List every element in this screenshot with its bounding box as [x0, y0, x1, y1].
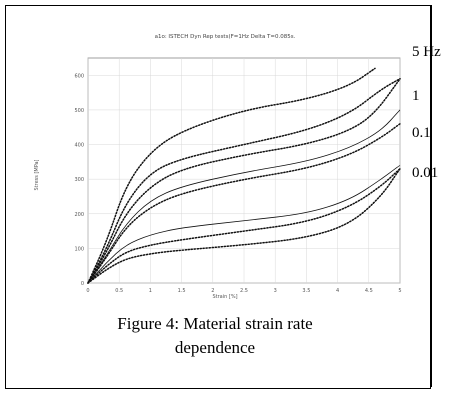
y-axis-label: Stress [MPa] [34, 159, 40, 190]
column-rule [430, 5, 432, 387]
x-tick-label: 2.5 [240, 288, 248, 294]
series-line-8 [87, 168, 401, 284]
series-line-5 [87, 123, 401, 284]
x-tick-label: 3 [274, 288, 277, 294]
caption-line-2: dependence [174, 338, 256, 357]
x-tick-label: 1 [149, 288, 152, 294]
chart-title: a1o: ISTECH Dyn Rep tests(F=1Hz Delta T=… [155, 34, 296, 40]
y-tick-label: 200 [74, 212, 84, 218]
series-lines [87, 67, 401, 284]
series-line-1 [87, 67, 376, 284]
x-tick-label: 5 [398, 288, 401, 294]
frequency-label: 0.01 [412, 165, 438, 181]
figure-frame [5, 5, 431, 389]
series-line-4 [87, 109, 401, 284]
figure-caption: Figure 4: Material strain rate dependenc… [20, 312, 410, 360]
x-tick-label: 4.5 [365, 288, 373, 294]
frequency-label: 1 [412, 88, 420, 104]
x-tick-label: 4 [336, 288, 339, 294]
y-tick-label: 400 [74, 143, 84, 149]
series-line-6 [87, 164, 401, 284]
y-tick-label: 100 [74, 246, 84, 252]
y-tick-label: 500 [74, 108, 84, 114]
series-line-3 [87, 78, 401, 284]
series-line-2 [87, 78, 401, 284]
caption-line-1: Figure 4: Material strain rate [117, 314, 313, 333]
frequency-labels: 5 Hz 1 0.1 0.01 [412, 44, 441, 181]
x-tick-label: 3.5 [302, 288, 310, 294]
x-tick-label: 0 [86, 288, 89, 294]
frequency-label: 0.1 [412, 125, 431, 141]
x-tick-label: 1.5 [178, 288, 186, 294]
series-line-7 [87, 168, 401, 284]
x-tick-labels: 0 0.5 1 1.5 2 2.5 3 3.5 4 4.5 5 [86, 288, 401, 294]
x-axis-label: Strain [%] [212, 294, 237, 300]
frequency-label: 5 Hz [412, 44, 441, 60]
x-tick-label: 0.5 [115, 288, 123, 294]
x-tick-label: 2 [211, 288, 214, 294]
y-tick-label: 600 [74, 73, 84, 79]
y-tick-labels: 0 100 200 300 400 500 600 [74, 73, 84, 287]
y-tick-label: 300 [74, 177, 84, 183]
y-tick-label: 0 [81, 281, 84, 287]
